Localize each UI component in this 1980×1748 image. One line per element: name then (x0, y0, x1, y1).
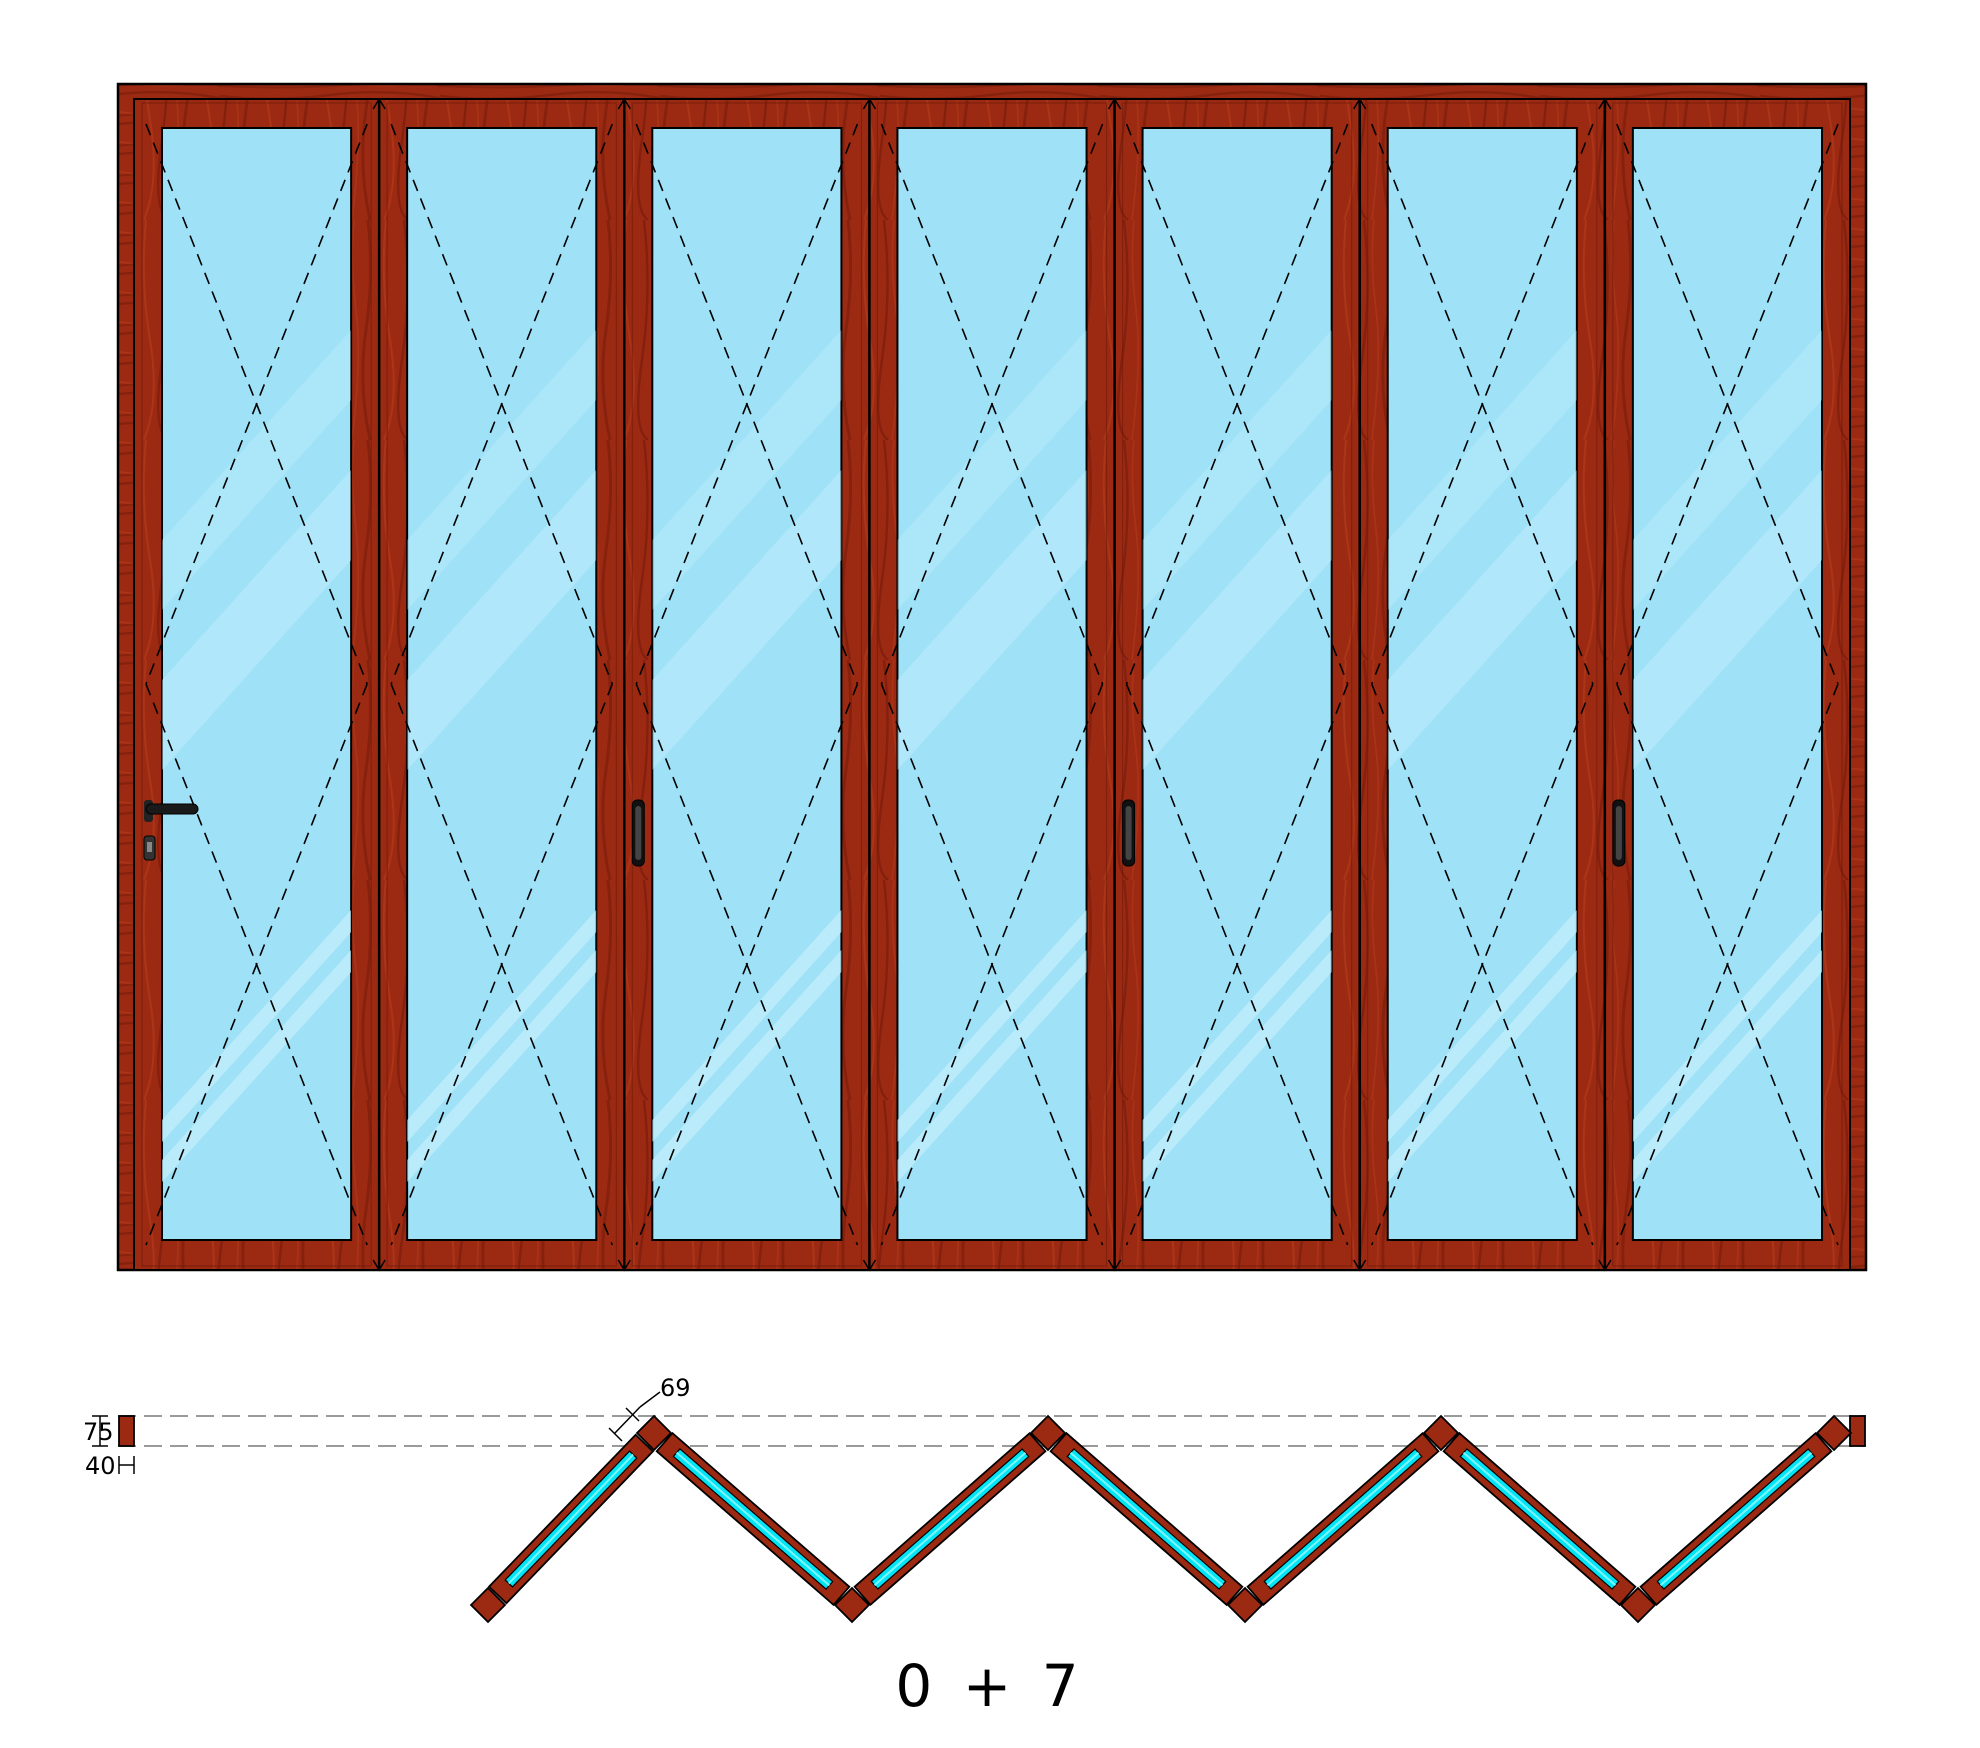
opening-line (1370, 123, 1594, 685)
hinge-marker (617, 97, 631, 110)
plan-hinge-knuckle (833, 1586, 871, 1624)
opening-line (880, 683, 1104, 1246)
lever-handle-icon (143, 800, 199, 861)
glass-pane (1631, 127, 1824, 1241)
glass-pane (896, 127, 1088, 1241)
hinge-marker (617, 1259, 631, 1272)
panel-bead (876, 102, 1108, 1267)
door-panel (133, 98, 381, 1271)
plan-hinge-knuckle (1226, 1586, 1264, 1624)
opening-line (880, 123, 1104, 685)
dim-sash-depth: 40 (85, 1452, 135, 1480)
door-panel (1358, 98, 1606, 1271)
panel-bead (141, 102, 372, 1267)
left-jamb-section (118, 1415, 135, 1447)
plan-hinge-knuckle (1619, 1586, 1657, 1624)
panel-bead (631, 102, 863, 1267)
glass-pane (1141, 127, 1333, 1241)
opening-line (1125, 683, 1349, 1246)
opening-line (390, 683, 614, 1246)
door-panel (623, 98, 871, 1271)
dim-panel-thickness: 69 (608, 1374, 691, 1442)
plan-hinge-knuckle (469, 1586, 507, 1624)
opening-line (1616, 123, 1839, 685)
opening-line (390, 123, 614, 685)
plan-leaf-section (853, 1431, 1047, 1607)
door-panel (1603, 98, 1852, 1271)
hinge-marker (1598, 1259, 1612, 1272)
door-panel (1113, 98, 1361, 1271)
flush-handle-icon (1122, 799, 1136, 867)
hinge-marker (1353, 1259, 1367, 1272)
panels-layer (133, 97, 1852, 1272)
glass-pane (651, 127, 843, 1241)
glass-pane (1386, 127, 1578, 1241)
plan-leaf-section (655, 1431, 851, 1607)
plan-hinge-knuckle (1422, 1414, 1460, 1452)
plan-leaf-section (487, 1433, 655, 1605)
dim-frame-depth: 75 (83, 1415, 114, 1447)
plan-leaves-layer (469, 1414, 1853, 1624)
hinge-marker (372, 1259, 386, 1272)
plan-hinge-knuckle (635, 1414, 673, 1452)
plan-leaf-section (1246, 1431, 1440, 1607)
plan-leaf-section (1442, 1431, 1637, 1607)
glass-pane (161, 127, 353, 1241)
opening-line (1370, 683, 1594, 1246)
glass-pane (406, 127, 598, 1241)
configuration-label: 0 + 7 (895, 1652, 1084, 1720)
opening-line (1616, 683, 1839, 1246)
panel-bead (386, 102, 617, 1267)
dim-sash-depth-label: 40 (85, 1452, 116, 1480)
opening-line (145, 123, 368, 685)
hinge-marker (1353, 97, 1367, 110)
right-jamb-section (1849, 1415, 1866, 1447)
door-panel (868, 98, 1116, 1271)
hinge-marker (1107, 97, 1122, 110)
hinge-marker (372, 97, 386, 110)
flush-handle-icon (1612, 799, 1626, 867)
panel-bead (1612, 102, 1843, 1267)
opening-line (635, 123, 859, 685)
hinge-marker (1107, 1259, 1122, 1272)
flush-handle-icon (631, 799, 645, 867)
plan-leaf-section (1639, 1431, 1833, 1607)
plan-hinge-knuckle (1029, 1414, 1067, 1452)
opening-line (1125, 123, 1349, 685)
plan-leaf-section (1049, 1431, 1244, 1607)
plan-hinge-knuckle (1815, 1414, 1853, 1452)
panel-bead (1121, 102, 1353, 1267)
elevation-view (116, 82, 1868, 1272)
dim-frame-depth-label: 75 (83, 1418, 114, 1446)
hinge-marker (1598, 97, 1612, 110)
door-panel (378, 98, 626, 1271)
hinge-marker (862, 97, 877, 110)
hinge-marker (862, 1259, 877, 1272)
plan-view: 75 40 69 0 + 7 (83, 1374, 1866, 1720)
panel-bead (1367, 102, 1598, 1267)
opening-line (635, 683, 859, 1246)
opening-line (145, 683, 368, 1246)
dim-panel-thickness-label: 69 (660, 1374, 691, 1402)
